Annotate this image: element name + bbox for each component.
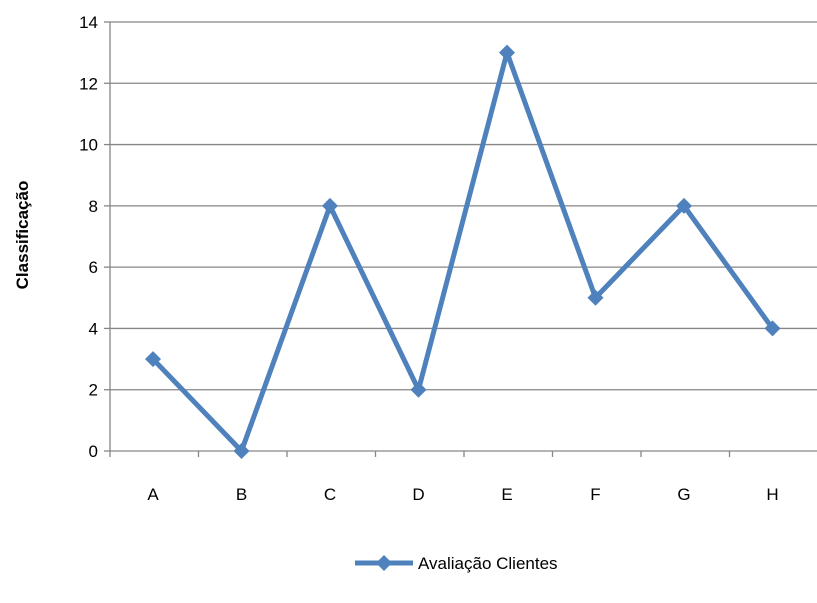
data-point-B (233, 443, 250, 459)
series-group (145, 44, 781, 459)
legend: Avaliação Clientes (355, 554, 558, 573)
y-tick-label-0: 0 (89, 442, 98, 461)
y-axis-title: Classificação (13, 181, 32, 290)
grid-lines (104, 21, 817, 452)
y-tick-labels: 0 2 4 6 8 10 12 14 (79, 13, 98, 461)
legend-marker-swatch (376, 555, 392, 571)
data-point-C (322, 197, 338, 214)
x-tick-labels: A B C D E F G H (147, 485, 778, 504)
x-tick-label-D: D (412, 485, 424, 504)
y-tick-label-4: 4 (89, 319, 98, 338)
data-point-F (587, 289, 604, 306)
y-tick-label-8: 8 (89, 197, 98, 216)
data-point-A (145, 351, 161, 368)
x-tick-label-A: A (147, 485, 159, 504)
y-tick-label-10: 10 (79, 136, 98, 155)
data-point-G (676, 197, 692, 214)
x-axis (109, 22, 817, 457)
data-point-E (499, 44, 515, 61)
y-tick-label-12: 12 (79, 74, 98, 93)
y-tick-label-2: 2 (89, 381, 98, 400)
x-tick-label-H: H (766, 485, 778, 504)
y-tick-label-14: 14 (79, 13, 98, 32)
data-point-D (410, 381, 427, 398)
series-line-0 (151, 50, 775, 454)
x-tick-label-B: B (236, 485, 247, 504)
x-tick-label-F: F (590, 485, 600, 504)
x-tick-label-C: C (324, 485, 336, 504)
legend-entry-label: Avaliação Clientes (418, 554, 558, 573)
data-point-H (764, 320, 781, 337)
x-tick-label-E: E (501, 485, 512, 504)
x-tick-label-G: G (677, 485, 690, 504)
y-tick-label-6: 6 (89, 258, 98, 277)
